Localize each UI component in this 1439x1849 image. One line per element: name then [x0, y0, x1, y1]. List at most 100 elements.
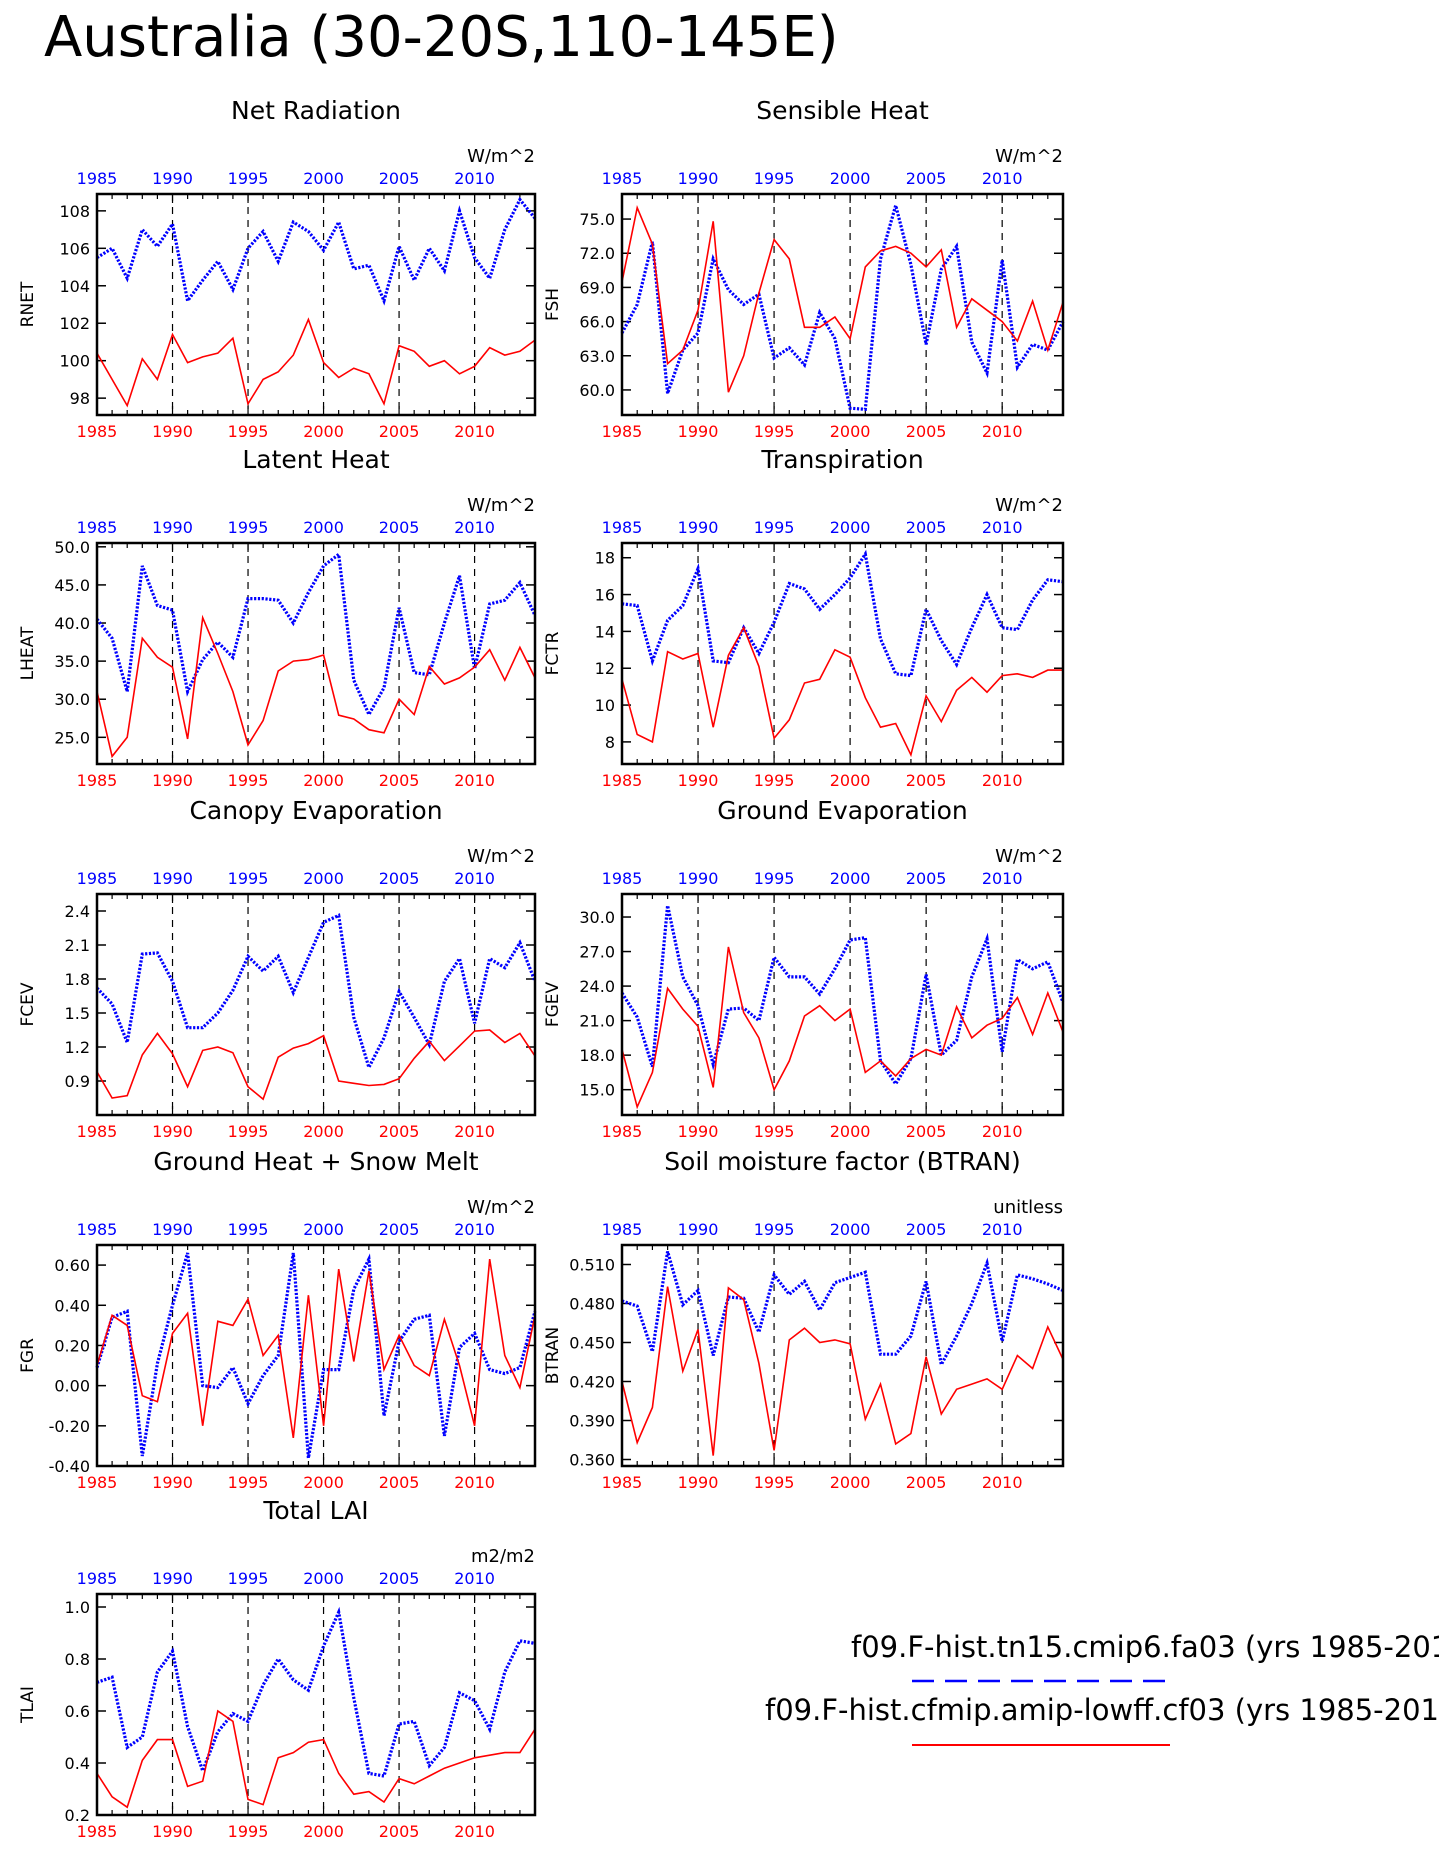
top-year-label: 1995	[754, 169, 795, 188]
y-tick-label: 0.2	[65, 1806, 90, 1825]
plot-frame	[95, 192, 537, 417]
top-year-label: 2000	[830, 869, 871, 888]
series-line-blue	[621, 1251, 1064, 1370]
y-tick-label: -0.20	[49, 1417, 90, 1436]
y-tick-label: 75.0	[579, 210, 615, 229]
units-label: W/m^2	[467, 846, 535, 867]
y-tick-label: 60.0	[579, 381, 615, 400]
y-tick-label: 0.480	[569, 1295, 615, 1314]
series-line-blue	[96, 1606, 536, 1778]
y-tick-label: 10	[595, 696, 615, 715]
legend-label: f09.F-hist.tn15.cmip6.fa03 (yrs 1985-201…	[851, 1630, 1439, 1664]
bottom-year-label: 2000	[830, 1473, 871, 1492]
chart-title: Sensible Heat	[756, 96, 929, 125]
bottom-year-label: 2010	[982, 422, 1023, 441]
bottom-year-label: 2005	[379, 771, 420, 790]
top-year-label: 2010	[454, 518, 495, 537]
y-tick-label: 27.0	[579, 943, 615, 962]
bottom-year-label: 2000	[830, 1122, 871, 1141]
chart-title: Ground Evaporation	[717, 796, 967, 825]
y-tick-label: 106	[59, 239, 90, 258]
y-tick-label: 72.0	[579, 244, 615, 263]
chart-title: Canopy Evaporation	[189, 796, 442, 825]
bottom-year-label: 1995	[754, 1473, 795, 1492]
y-tick-label: 30.0	[54, 690, 90, 709]
top-year-label: 1985	[602, 518, 643, 537]
y-tick-label: 0.20	[54, 1336, 90, 1355]
plot-frame	[620, 192, 1065, 417]
bottom-year-label: 2010	[454, 771, 495, 790]
y-tick-label: 1.8	[65, 970, 90, 989]
top-year-label: 2010	[982, 518, 1023, 537]
y-tick-label: 100	[59, 352, 90, 371]
page-title: Australia (30-20S,110-145E)	[44, 5, 839, 70]
bottom-year-label: 2005	[379, 422, 420, 441]
y-axis-label: FGR	[18, 1338, 38, 1373]
bottom-year-label: 2005	[379, 1473, 420, 1492]
top-year-label: 2005	[379, 1220, 420, 1239]
y-tick-label: 0.6	[65, 1702, 90, 1721]
top-year-label: 2000	[830, 1220, 871, 1239]
bottom-year-label: 1995	[228, 1473, 269, 1492]
bottom-year-label: 2000	[303, 1473, 344, 1492]
top-year-label: 2010	[982, 169, 1023, 188]
series-line-blue	[620, 199, 1065, 412]
top-year-label: 1995	[228, 169, 269, 188]
bottom-year-label: 1985	[602, 422, 643, 441]
bottom-year-label: 1985	[602, 1473, 643, 1492]
series-line-red	[96, 317, 536, 408]
y-tick-label: 18.0	[579, 1046, 615, 1065]
top-year-label: 1995	[228, 518, 269, 537]
bottom-year-label: 1990	[152, 771, 193, 790]
top-year-label: 2010	[454, 1569, 495, 1588]
y-tick-label: 2.4	[65, 902, 90, 921]
y-tick-label: 50.0	[54, 538, 90, 557]
y-axis-label: BTRAN	[543, 1327, 563, 1385]
bottom-year-label: 2010	[982, 1122, 1023, 1141]
chart-panel: Net Radiation W/m^2 98 100 102 104 106 108 1985 1…	[18, 96, 537, 441]
chart-title: Soil moisture factor (BTRAN)	[664, 1147, 1021, 1176]
y-tick-label: 108	[59, 202, 90, 221]
top-year-label: 1990	[152, 169, 193, 188]
y-tick-label: 45.0	[54, 576, 90, 595]
bottom-year-label: 2000	[830, 771, 871, 790]
top-year-label: 2000	[303, 869, 344, 888]
top-year-label: 1995	[228, 1569, 269, 1588]
y-tick-label: 2.1	[65, 936, 90, 955]
units-label: m2/m2	[471, 1546, 535, 1567]
chart-panel: Sensible Heat W/m^2 60.0 63.0 66.0 69.0 72.0 75…	[543, 96, 1065, 441]
series-line-red	[96, 614, 536, 759]
top-year-label: 1985	[602, 1220, 643, 1239]
bottom-year-label: 1990	[678, 771, 719, 790]
bottom-year-label: 2010	[454, 422, 495, 441]
y-tick-label: 40.0	[54, 614, 90, 633]
top-year-label: 2000	[303, 1569, 344, 1588]
chart-title: Net Radiation	[231, 96, 401, 125]
top-year-label: 1990	[678, 869, 719, 888]
y-tick-label: 0.420	[569, 1373, 615, 1392]
top-year-label: 2000	[303, 1220, 344, 1239]
series-line-red	[621, 1286, 1064, 1456]
y-tick-label: 35.0	[54, 652, 90, 671]
top-year-label: 1995	[754, 869, 795, 888]
y-tick-label: 0.360	[569, 1451, 615, 1470]
y-tick-label: -0.40	[49, 1457, 90, 1476]
top-year-label: 2010	[454, 169, 495, 188]
y-tick-label: 15.0	[579, 1081, 615, 1100]
bottom-year-label: 2005	[906, 1473, 947, 1492]
bottom-year-label: 2005	[906, 1122, 947, 1141]
chart-panel: Transpiration W/m^2 8 10 12 14 16 18 1985 1990 199…	[543, 445, 1065, 790]
chart-title: Transpiration	[760, 445, 923, 474]
bottom-year-label: 1985	[602, 771, 643, 790]
top-year-label: 1990	[152, 1220, 193, 1239]
y-tick-label: 104	[59, 277, 90, 296]
bottom-year-label: 2010	[982, 1473, 1023, 1492]
bottom-year-label: 2000	[830, 422, 871, 441]
y-tick-label: 63.0	[579, 347, 615, 366]
bottom-year-label: 1995	[228, 1122, 269, 1141]
plot-frame	[95, 1243, 537, 1468]
top-year-label: 1990	[678, 1220, 719, 1239]
units-label: W/m^2	[995, 146, 1063, 167]
bottom-year-label: 2010	[454, 1122, 495, 1141]
